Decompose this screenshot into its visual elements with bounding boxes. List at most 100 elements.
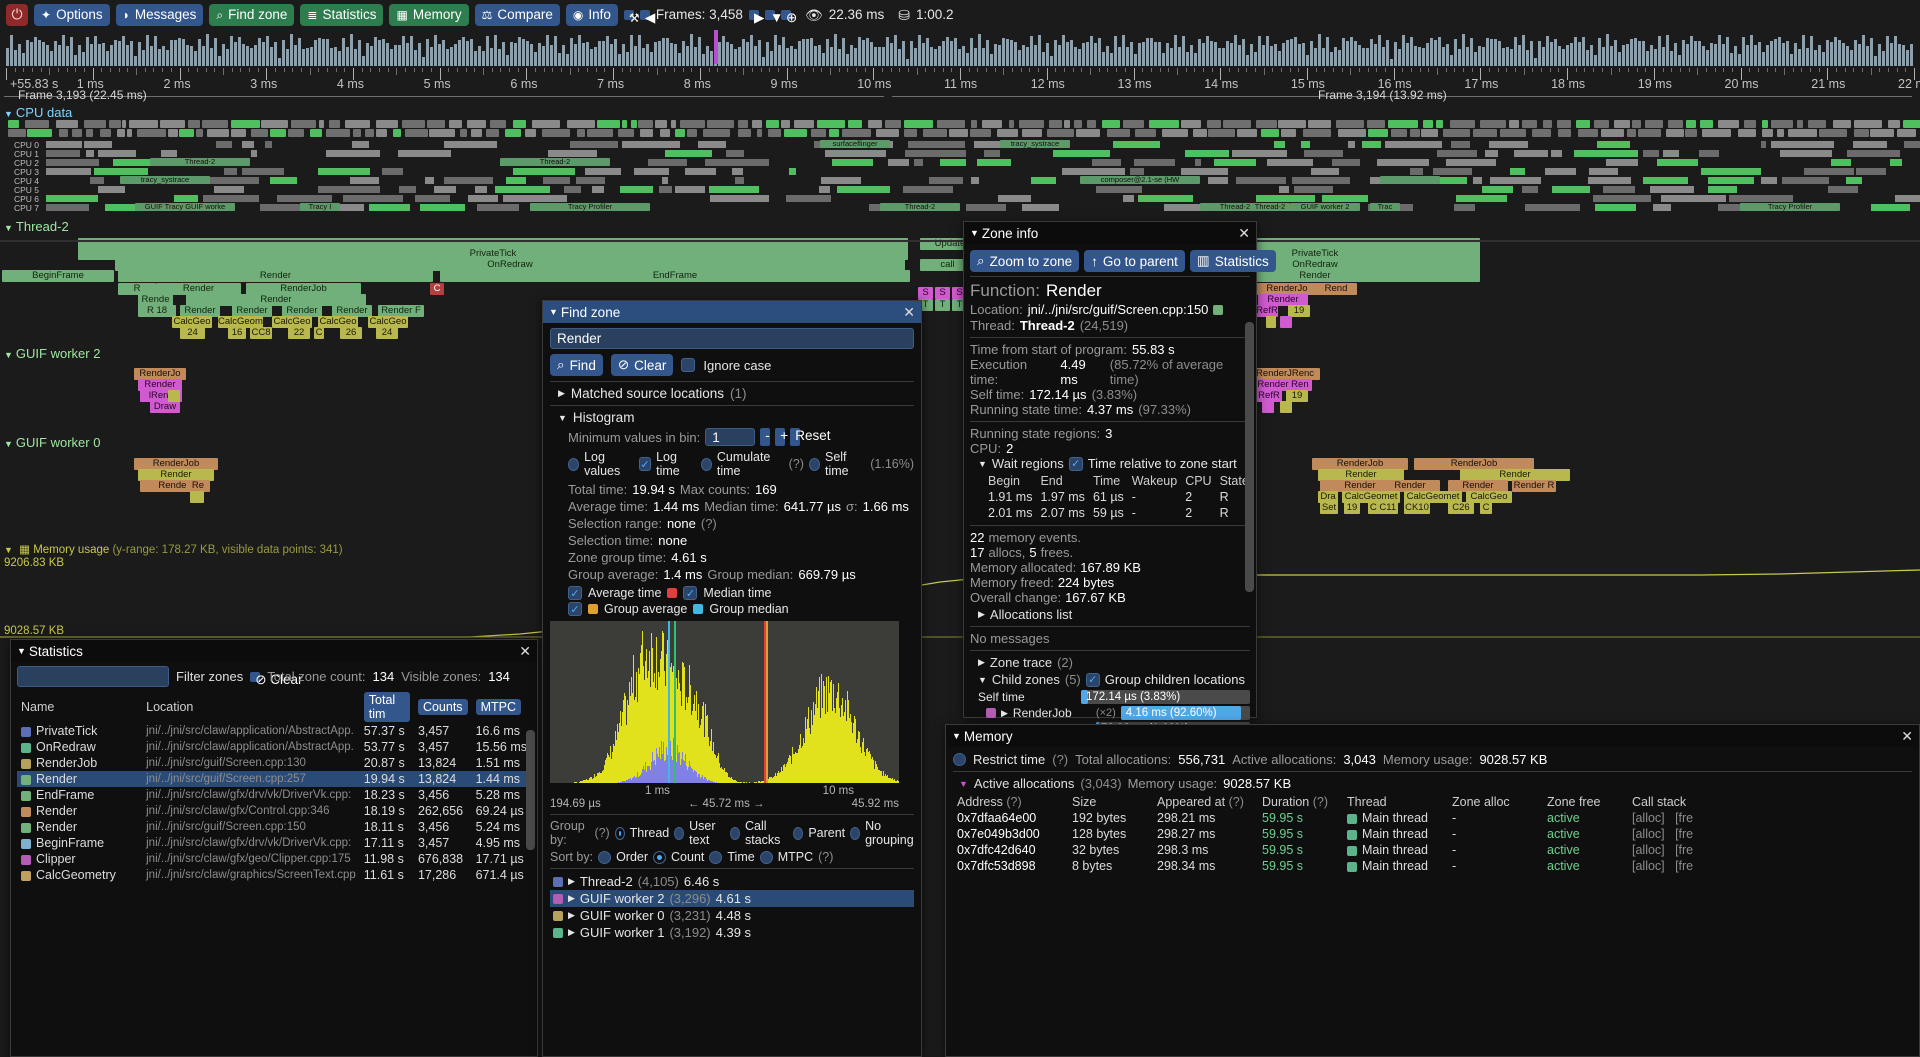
histogram-reset-button[interactable]: Reset — [790, 428, 831, 446]
timeline-zone[interactable]: Render — [282, 305, 322, 317]
group-average-checkbox[interactable]: ✓ — [568, 602, 582, 616]
timeline-zone[interactable]: 19 — [1288, 305, 1310, 317]
find-zone-group-item[interactable]: ▶ GUIF worker 1 (3,192) 4.39 s — [550, 924, 914, 941]
cpu-track-area[interactable]: CPU 0 CPU 1 CPU 2 CPU 3 CPU 4 CPU 5 CPU 6 CPU 7… — [0, 120, 1920, 220]
timeline-zone[interactable]: CalcGeo — [172, 316, 212, 328]
timeline-zone[interactable]: PrivateTick — [78, 248, 908, 260]
timeline-zone[interactable]: C — [430, 283, 444, 295]
sort-by-time-radio[interactable] — [709, 850, 723, 864]
child-zones-label[interactable]: Child zones — [991, 672, 1060, 687]
worker0-header[interactable]: ▼ GUIF worker 0 — [4, 435, 101, 450]
active-allocations-section-label[interactable]: Active allocations — [973, 776, 1075, 791]
zone-trace-label[interactable]: Zone trace — [989, 655, 1053, 670]
thread2-track-area[interactable]: Update PrivateTick PrivateTick OnRedraw OnRe… — [0, 238, 1920, 343]
timeline-zone[interactable]: Dra — [1318, 491, 1338, 503]
mem-col-duration-hint[interactable]: (?) — [1312, 795, 1329, 809]
find-zone-button[interactable]: ⌕ Find zone — [209, 3, 295, 26]
worker2-track-area[interactable]: RenderJo Render lRenc Draw RenderJRenc Render… — [0, 368, 1920, 428]
timeline-zone[interactable]: CalcGeomet — [1342, 491, 1400, 503]
timeline-zone[interactable]: S — [935, 287, 950, 299]
statistics-scrollbar[interactable] — [526, 730, 535, 850]
tools-button[interactable]: ⚒ — [623, 9, 640, 24]
min-values-input[interactable]: 1 — [705, 428, 756, 446]
mem-address[interactable]: 0x7dfaa64e00 — [957, 811, 1037, 825]
group-by-callstacks-radio[interactable] — [730, 826, 740, 840]
timeline-zone[interactable]: 19 — [1286, 390, 1308, 402]
find-zone-window[interactable]: ▼ Find zone ✕ Render ⌕ Find ⊘ Clear Igno… — [542, 300, 922, 1057]
mem-col-thread[interactable]: Thread — [1347, 795, 1387, 809]
timeline-zone[interactable]: R — [118, 283, 156, 295]
sort-by-order-radio[interactable] — [598, 850, 612, 864]
table-row[interactable]: CalcGeometry jni/../jni/src/claw/graphics… — [17, 867, 531, 883]
timeline-zone[interactable]: RenderJob — [1312, 458, 1408, 470]
timeline-zone[interactable]: CC8 — [250, 327, 272, 339]
allocations-list-label[interactable]: Allocations list — [989, 607, 1073, 622]
statistics-clear-button[interactable]: ⊘ Clear — [250, 671, 303, 687]
cumulate-hint[interactable]: (?) — [788, 457, 804, 471]
table-row[interactable]: EndFrame jni/../jni/src/claw/gfx/drv/vk/D… — [17, 787, 531, 803]
sort-by-mtpc-radio[interactable] — [759, 850, 773, 864]
mem-call-stack[interactable]: [alloc] [fre — [1632, 811, 1694, 825]
timeline-zone[interactable] — [168, 390, 180, 402]
table-row[interactable]: BeginFrame jni/../jni/src/claw/gfx/drv/vk… — [17, 835, 531, 851]
go-to-parent-button[interactable]: ↑ Go to parent — [1084, 250, 1185, 272]
mem-call-stack[interactable]: [alloc] [fre — [1632, 859, 1694, 873]
timeline-zone[interactable] — [1262, 401, 1274, 413]
statistics-button[interactable]: ≣ Statistics — [300, 3, 384, 26]
restrict-time-toggle[interactable] — [953, 753, 966, 766]
timeline-zone[interactable]: S — [918, 287, 933, 299]
timeline-zone[interactable]: Draw — [150, 401, 180, 413]
find-zone-group-item[interactable]: ▶ Thread-2 (4,105) 6.46 s — [550, 873, 914, 890]
power-icon[interactable]: ⏻ — [6, 3, 28, 26]
timeline-zone[interactable]: RenderJob — [246, 283, 361, 295]
timeline-zone[interactable]: Rend — [1315, 283, 1357, 295]
timeline-zone[interactable]: OnRedraw — [115, 259, 905, 271]
mem-address[interactable]: 0x7dfc42d640 — [957, 843, 1036, 857]
table-row[interactable]: Render jni/../jni/src/claw/gfx/Control.cp… — [17, 803, 531, 819]
frame-bars[interactable] — [6, 32, 1914, 66]
selection-range-hint[interactable]: (?) — [700, 516, 717, 531]
wait-region-row[interactable]: 2.01 ms 2.07 ms 59 µs - 2 R — [970, 505, 1253, 521]
group-by-thread-radio[interactable] — [614, 826, 625, 840]
timeline-zone[interactable]: Render — [1258, 294, 1308, 306]
statistics-table[interactable]: Name Location Total tim Counts MTPC Priv… — [17, 691, 531, 883]
mem-col-zone-free[interactable]: Zone free — [1547, 795, 1601, 809]
timeline-zone[interactable]: CalcGeo — [318, 316, 358, 328]
timeline-zone[interactable]: RefR — [1256, 390, 1282, 402]
timeline-zone[interactable]: Render — [138, 469, 214, 481]
table-row[interactable]: PrivateTick jni/../jni/src/claw/applicati… — [17, 723, 531, 739]
mem-address[interactable]: 0x7dfc53d898 — [957, 859, 1036, 873]
filter-zones-input[interactable] — [17, 666, 169, 687]
table-row[interactable]: Render jni/../jni/src/guif/Screen.cpp:257… — [17, 771, 531, 787]
timeline-zone[interactable]: Render — [138, 379, 182, 391]
timeline-zone[interactable]: CalcGeo — [1466, 491, 1512, 503]
worker2-header[interactable]: ▼ GUIF worker 2 — [4, 346, 101, 361]
group-by-hint[interactable]: (?) — [594, 826, 610, 840]
table-row[interactable]: OnRedraw jni/../jni/src/claw/application/… — [17, 739, 531, 755]
table-row[interactable]: 0x7dfc53d898 8 bytes 298.34 ms 59.95 s Main … — [953, 858, 1912, 874]
min-values-increment[interactable]: + — [775, 428, 788, 446]
frame-prev-button[interactable]: ◀ — [639, 9, 655, 25]
col-counts[interactable]: Counts — [417, 699, 468, 715]
timeline-zone[interactable]: Re — [186, 480, 210, 492]
timeline-zone[interactable]: RenderJob — [134, 458, 218, 470]
zone-info-scrollbar[interactable] — [1245, 322, 1254, 592]
thread2-header[interactable]: ▼ Thread-2 — [4, 219, 69, 234]
timeline-zone[interactable] — [1280, 316, 1292, 328]
median-time-checkbox[interactable]: ✓ — [683, 586, 698, 600]
timeline-zone[interactable]: RefR — [1256, 305, 1278, 317]
log-time-checkbox[interactable]: ✓ — [639, 457, 652, 471]
log-values-toggle[interactable] — [568, 457, 580, 471]
timeline-zone[interactable]: Render — [118, 270, 433, 282]
col-total-time[interactable]: Total tim — [363, 692, 410, 722]
mem-col-call-stack[interactable]: Call stack — [1632, 795, 1687, 809]
timeline-zone[interactable]: EndFrame — [440, 270, 910, 282]
table-row[interactable]: 0x7dfaa64e00 192 bytes 298.21 ms 59.95 s Mai… — [953, 810, 1912, 826]
timeline-zone[interactable]: Render — [1460, 469, 1570, 481]
timeline-zone[interactable] — [1266, 316, 1276, 328]
find-zone-group-item[interactable]: ▶ GUIF worker 2 (3,296) 4.61 s — [550, 890, 914, 907]
memory-allocations-table[interactable]: Address (?) Size Appeared at (?) Duratio… — [953, 794, 1912, 874]
timeline-zone[interactable]: RenderJo — [134, 368, 186, 380]
compare-button[interactable]: ⚖ Compare — [474, 3, 560, 26]
timeline-zone[interactable]: 22 — [288, 327, 310, 339]
